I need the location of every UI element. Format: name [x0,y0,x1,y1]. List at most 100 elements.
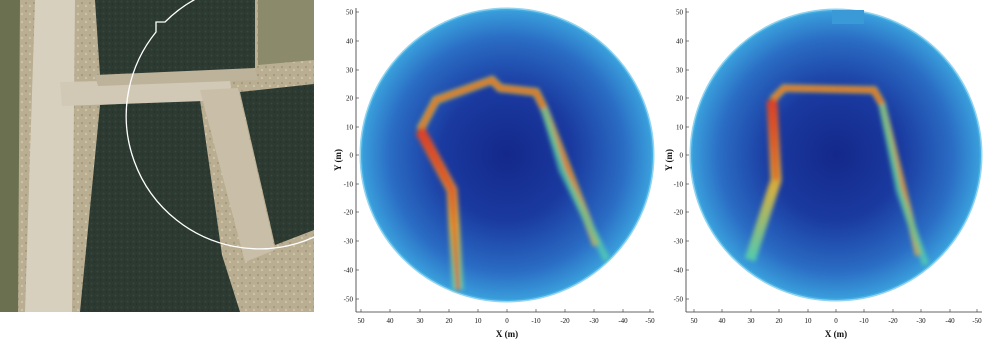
x-tick-label: -50 [645,317,655,325]
x-tick-label: 10 [805,317,813,325]
y-tick: 50 [346,9,359,17]
y-tick-label: 50 [676,9,684,17]
radar-map-panel-1: 50 40 30 20 10 0 -10 -20 -30 -40 -50 50 … [332,0,662,343]
x-axis-label: X (m) [825,329,847,339]
x-tick-label: -20 [560,317,570,325]
diagonal-path [200,88,275,262]
x-tick-label: 50 [691,317,699,325]
x-ticks: 50 40 30 20 10 0 -10 -20 -30 -40 -50 [358,309,655,325]
y-tick: -40 [344,267,359,275]
x-tick: 50 [358,309,366,325]
x-tick: 0 [834,309,838,325]
radar-notch [832,10,864,24]
y-tick-label: 40 [346,38,354,46]
x-tick-label: 40 [719,317,727,325]
radar-map-2: 50 40 30 20 10 0 -10 -20 -30 -40 -50 50 … [664,8,983,339]
field-top-right [258,0,314,65]
x-tick: 10 [805,309,813,325]
y-tick: -30 [344,238,359,246]
y-tick: 40 [676,38,689,46]
y-tick: 30 [346,67,359,75]
y-tick-label: -10 [674,181,684,189]
y-tick-label: -50 [674,296,684,304]
x-tick: 30 [417,309,425,325]
y-tick: 10 [676,124,689,132]
y-tick-label: 10 [676,124,684,132]
y-tick: -10 [344,181,359,189]
y-tick-label: 20 [676,95,684,103]
x-tick: 20 [776,309,783,325]
y-tick-label: -20 [344,209,354,217]
x-tick-label: -30 [916,317,926,325]
y-tick-label: -40 [344,267,354,275]
x-tick-label: -40 [945,317,955,325]
x-tick-label: -20 [888,317,898,325]
x-tick-label: -10 [859,317,869,325]
x-tick: -20 [888,309,898,325]
y-tick: -40 [674,267,689,275]
y-tick-label: 20 [346,95,354,103]
x-tick: -40 [945,309,955,325]
x-ticks: 50 40 30 20 10 0 -10 -20 -30 -40 -50 [691,309,982,325]
x-tick: 40 [719,309,727,325]
y-tick: 20 [676,95,689,103]
x-tick-label: 30 [417,317,425,325]
y-tick-label: -40 [674,267,684,275]
field-left-strip [0,0,20,312]
y-tick-label: 50 [346,9,354,17]
x-tick: 50 [691,309,699,325]
x-tick: -10 [859,309,869,325]
x-tick: -30 [589,309,599,325]
y-tick-label: 30 [676,67,684,75]
x-tick: -50 [645,309,655,325]
field-main [80,100,240,312]
main-road [25,0,75,312]
radar-map-panel-2: 50 40 30 20 10 0 -10 -20 -30 -40 -50 50 … [664,0,987,343]
x-tick-label: -40 [618,317,628,325]
x-tick: -40 [618,309,628,325]
x-tick: 30 [748,309,755,325]
y-axis-label: Y (m) [333,149,343,171]
y-tick-label: 30 [346,67,354,75]
y-tick: 0 [350,152,359,160]
x-tick-label: 10 [475,317,483,325]
x-tick-label: 0 [505,317,509,325]
radar-disk-rim [359,7,655,303]
y-tick: -30 [674,238,689,246]
y-tick-label: -50 [344,296,354,304]
road-returns [744,84,930,267]
y-tick-label: 0 [680,152,684,160]
y-tick-label: -30 [674,238,684,246]
y-tick-label: 10 [346,124,354,132]
x-tick-label: 20 [446,317,454,325]
y-tick: -10 [674,181,689,189]
y-tick: -20 [674,209,689,217]
y-tick: -50 [344,296,359,304]
x-tick-label: 0 [834,317,838,325]
x-tick: -50 [972,309,982,325]
y-tick-label: 40 [676,38,684,46]
y-tick: -50 [674,296,689,304]
y-tick-label: -10 [344,181,354,189]
radar-disk [361,9,653,301]
x-tick: 40 [387,309,395,325]
y-tick-label: 0 [350,152,354,160]
x-tick-label: 40 [387,317,395,325]
road-returns [415,75,611,291]
aerial-photo-panel [0,0,393,312]
y-tick: 0 [680,152,689,160]
y-tick-label: -30 [344,238,354,246]
x-tick: -20 [560,309,570,325]
radar-map-1: 50 40 30 20 10 0 -10 -20 -30 -40 -50 50 … [333,7,655,339]
y-ticks: 50 40 30 20 10 0 -10 -20 -30 -40 -50 [344,9,359,304]
y-tick: 10 [346,124,359,132]
aerial-photo [0,0,393,312]
x-axis-label: X (m) [496,329,518,339]
x-tick: -30 [916,309,926,325]
upper-bank [95,68,258,86]
x-tick-label: -10 [531,317,541,325]
x-tick-label: 50 [358,317,366,325]
y-tick-label: -20 [674,209,684,217]
x-tick: -10 [531,309,541,325]
y-ticks: 50 40 30 20 10 0 -10 -20 -30 -40 -50 [674,9,689,304]
